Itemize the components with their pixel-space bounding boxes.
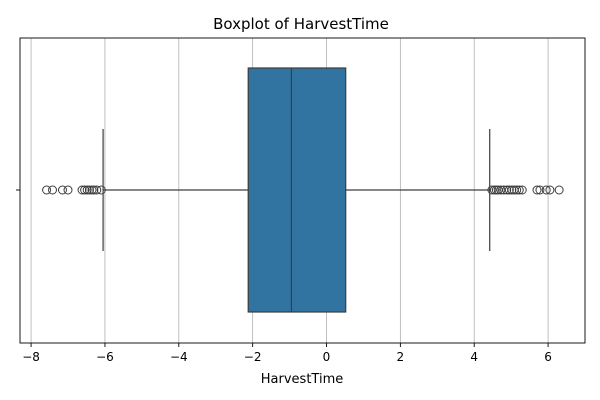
outlier-point (517, 185, 527, 195)
outlier-point (89, 185, 99, 195)
x-tick-label: 0 (323, 350, 331, 364)
x-axis-label: HarvestTime (261, 372, 343, 387)
outlier-point (532, 185, 542, 195)
outlier-point (57, 185, 67, 195)
x-tick-label: 4 (470, 350, 478, 364)
x-tick-label: −4 (170, 350, 188, 364)
outlier-point (554, 185, 564, 195)
x-tick-label: 6 (544, 350, 552, 364)
x-tick-label: 2 (397, 350, 405, 364)
outlier-point (504, 185, 514, 195)
outlier-point (512, 185, 522, 195)
chart-title: Boxplot of HarvestTime (213, 15, 389, 33)
outlier-point (63, 185, 73, 195)
plot-frame (19, 37, 586, 344)
outlier-point (96, 185, 106, 195)
outlier-point (502, 185, 512, 195)
outlier-point (514, 185, 524, 195)
outlier-point (541, 185, 551, 195)
x-tick-label: −8 (22, 350, 40, 364)
plot-area (42, 67, 564, 313)
x-axis-ticks: −8 −6 −4 −2 0 2 4 6 (22, 343, 552, 364)
outlier-point (84, 185, 94, 195)
outlier-point (92, 185, 102, 195)
outlier-point (80, 185, 90, 195)
outlier-point (535, 185, 545, 195)
outlier-point (77, 185, 87, 195)
outlier-point (42, 185, 52, 195)
x-tick-label: −2 (244, 350, 262, 364)
outlier-point (47, 185, 57, 195)
x-tick-label: −6 (96, 350, 114, 364)
outlier-point (507, 185, 517, 195)
outlier-point (487, 185, 497, 195)
outlier-point (545, 185, 555, 195)
iqr-box (247, 67, 347, 313)
outlier-point (82, 185, 92, 195)
